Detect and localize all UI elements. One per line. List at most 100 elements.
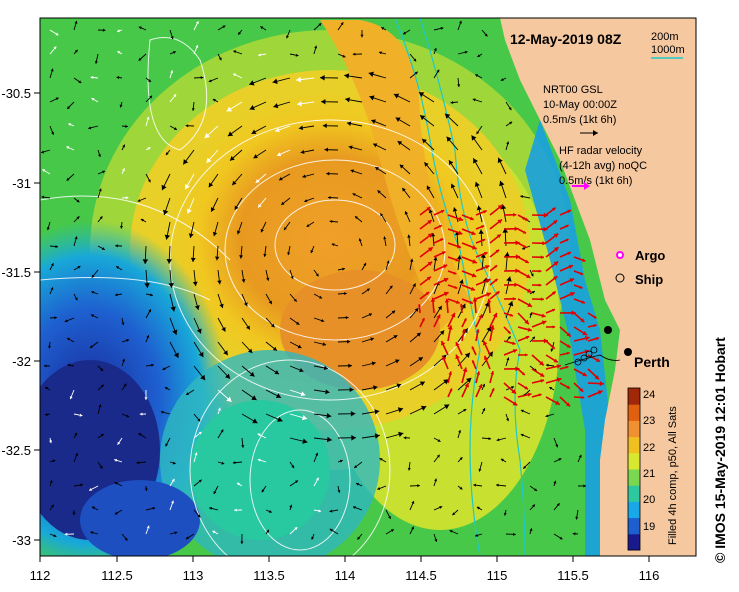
radar-arrow-head [497, 219, 503, 224]
radar-arrow-head [511, 389, 516, 394]
model-arrow-head [164, 387, 168, 390]
perth-label: Perth [634, 354, 670, 370]
radar-arrow-head [478, 384, 483, 389]
model-arrow-head [431, 232, 436, 237]
model-arrow-head [195, 45, 199, 49]
perth-dot [624, 348, 632, 356]
model-arrow-head [239, 255, 244, 259]
model-arrow-head [290, 275, 294, 279]
model-arrow-head [373, 143, 378, 148]
radar-arrow-head [440, 209, 445, 214]
radar-arrow-head [455, 342, 460, 347]
radar-arrow-head [481, 225, 485, 229]
model-arrow-head [234, 508, 237, 512]
model-legend-date: 10-May 00:00Z [543, 99, 617, 111]
model-arrow-head [319, 295, 323, 299]
model-arrow-head [407, 467, 411, 471]
model-arrow-head [74, 49, 78, 53]
model-arrow-head [461, 303, 466, 309]
model-arrow-head [520, 195, 524, 199]
model-arrow-head [476, 506, 480, 510]
radar-arrow-head [567, 209, 571, 214]
model-arrow-head [530, 273, 534, 277]
colorbar-swatch [628, 533, 640, 551]
model-arrow-head [345, 316, 349, 320]
model-arrow-head [208, 79, 212, 83]
model-arrow-head [398, 431, 404, 438]
radar-arrow-head [512, 296, 516, 301]
radar-arrow-head [552, 325, 556, 329]
model-arrow-head [241, 279, 246, 283]
radar-arrow-head [475, 329, 480, 333]
radar-arrow-head [593, 324, 597, 328]
model-arrow-head [422, 138, 427, 144]
model-arrow-head [293, 298, 297, 302]
radar-legend-line1: HF radar velocity [559, 145, 643, 157]
radar-arrow-head [454, 285, 458, 289]
colorbar-tick: 19 [643, 521, 655, 533]
radar-arrow-head [569, 291, 575, 297]
radar-arrow-head [556, 377, 562, 383]
model-arrow-head [301, 414, 308, 421]
model-arrow-head [302, 174, 306, 179]
model-arrow-head [54, 316, 57, 320]
radar-arrow-head [595, 358, 600, 362]
model-arrow-head [50, 504, 54, 508]
radar-arrow-head [579, 388, 584, 392]
model-arrow-head [91, 506, 95, 510]
radar-arrow-head [455, 258, 459, 262]
model-arrow-head [520, 409, 524, 413]
radar-arrow-head [524, 319, 529, 325]
radar-arrow-head [566, 385, 571, 389]
radar-arrow-head [457, 230, 463, 235]
credit-text: © IMOS 15-May-2019 12:01 Hobart [712, 337, 728, 563]
model-arrow-head [381, 27, 385, 30]
model-arrow-head [370, 337, 374, 342]
radar-arrow-head [565, 365, 569, 369]
model-arrow-head [55, 32, 59, 36]
radar-arrow-head [512, 401, 518, 406]
model-arrow-head [151, 363, 154, 367]
model-arrow-head [249, 371, 255, 377]
model-arrow-head [125, 196, 129, 200]
radar-legend-speed: 0.5m/s (1kt 6h) [559, 175, 632, 187]
model-arrow-head [583, 484, 587, 488]
radar-arrow-head [524, 386, 528, 390]
model-arrow-head [170, 36, 174, 40]
model-arrow-head [449, 529, 453, 533]
model-arrow-head [354, 216, 358, 220]
model-arrow-head [414, 308, 419, 312]
model-arrow-head [166, 259, 173, 264]
radar-arrow-head [486, 298, 492, 303]
model-arrow-head [325, 389, 330, 395]
model-arrow-head [53, 534, 57, 538]
model-arrow-head [186, 208, 192, 214]
model-arrow-head [444, 113, 451, 119]
radar-arrow-head [527, 302, 533, 307]
model-arrow-head [322, 342, 327, 347]
model-arrow-head [115, 244, 118, 248]
model-arrow-head [173, 352, 179, 358]
model-arrow-head [287, 252, 291, 256]
model-arrow-head [100, 433, 104, 437]
model-legend-speed: 0.5m/s (1kt 6h) [543, 114, 616, 126]
model-arrow-head [221, 326, 226, 332]
radar-arrow-head [515, 268, 520, 274]
model-arrow-head [232, 461, 236, 465]
model-arrow-head [119, 104, 123, 108]
model-arrow-head [418, 92, 425, 98]
model-arrow-head [171, 478, 175, 482]
model-arrow-head [340, 22, 344, 26]
radar-arrow-head [443, 291, 449, 297]
model-arrow-head [506, 418, 510, 422]
model-arrow-head [428, 209, 433, 214]
radar-arrow-head [568, 264, 573, 269]
model-arrow-head [49, 440, 53, 444]
model-arrow-head [174, 531, 178, 535]
model-arrow-head [545, 363, 549, 367]
model-arrow-head [314, 45, 318, 49]
model-arrow-head [101, 247, 105, 250]
model-arrow-head [297, 344, 302, 349]
radar-arrow-head [580, 318, 585, 323]
radar-arrow-head [552, 291, 556, 295]
